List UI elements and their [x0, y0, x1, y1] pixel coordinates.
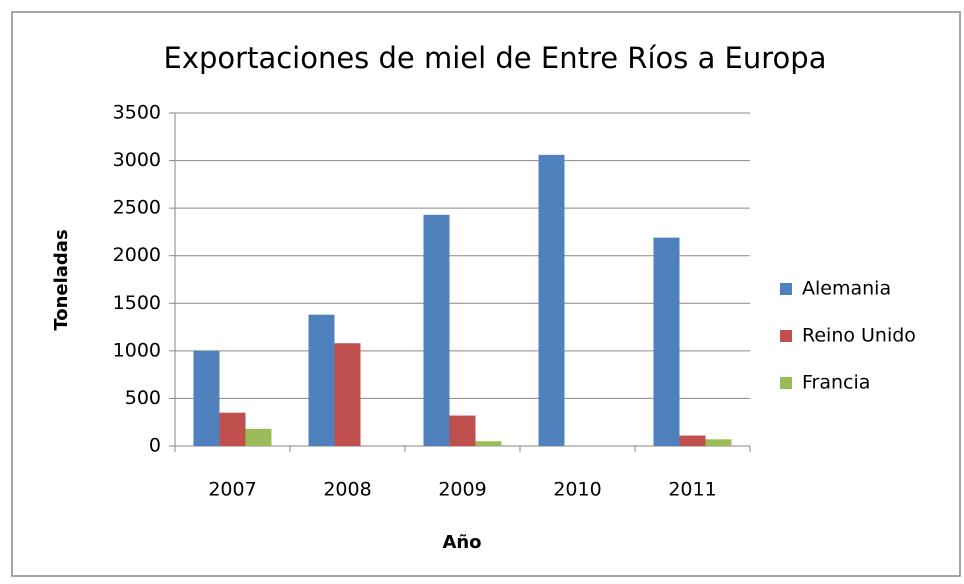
x-tick-label: 2011 — [668, 479, 716, 501]
bar — [538, 154, 565, 446]
bar — [219, 412, 246, 446]
x-tick-label: 2008 — [323, 479, 371, 501]
legend-swatch — [780, 283, 792, 295]
y-axis-label: Toneladas — [51, 229, 72, 330]
chart-border — [11, 11, 961, 577]
legend-swatch — [780, 377, 792, 389]
bar — [653, 237, 680, 446]
bar — [449, 415, 476, 446]
bar — [334, 343, 361, 446]
y-tick-label: 2000 — [113, 244, 161, 266]
y-tick-label: 1000 — [113, 339, 161, 361]
bar — [245, 428, 272, 446]
y-tick-label: 2500 — [113, 197, 161, 219]
x-tick-label: 2009 — [438, 479, 486, 501]
bar — [308, 314, 335, 446]
bar — [423, 214, 450, 446]
y-tick-label: 1500 — [113, 292, 161, 314]
x-tick-label: 2007 — [208, 479, 256, 501]
y-tick-label: 500 — [125, 387, 161, 409]
legend-label: Alemania — [802, 278, 891, 300]
bar — [705, 439, 732, 446]
y-tick-label: 3000 — [113, 149, 161, 171]
bar — [193, 350, 220, 446]
bar — [679, 435, 706, 446]
legend-label: Francia — [802, 372, 870, 394]
bar — [475, 441, 502, 446]
legend-label: Reino Unido — [802, 325, 916, 347]
y-tick-label: 3500 — [113, 102, 161, 124]
y-tick-label: 0 — [149, 435, 161, 457]
chart-title: Exportaciones de miel de Entre Ríos a Eu… — [164, 41, 827, 75]
x-tick-label: 2010 — [553, 479, 601, 501]
legend-swatch — [780, 330, 792, 342]
x-axis-label: Año — [442, 532, 481, 553]
